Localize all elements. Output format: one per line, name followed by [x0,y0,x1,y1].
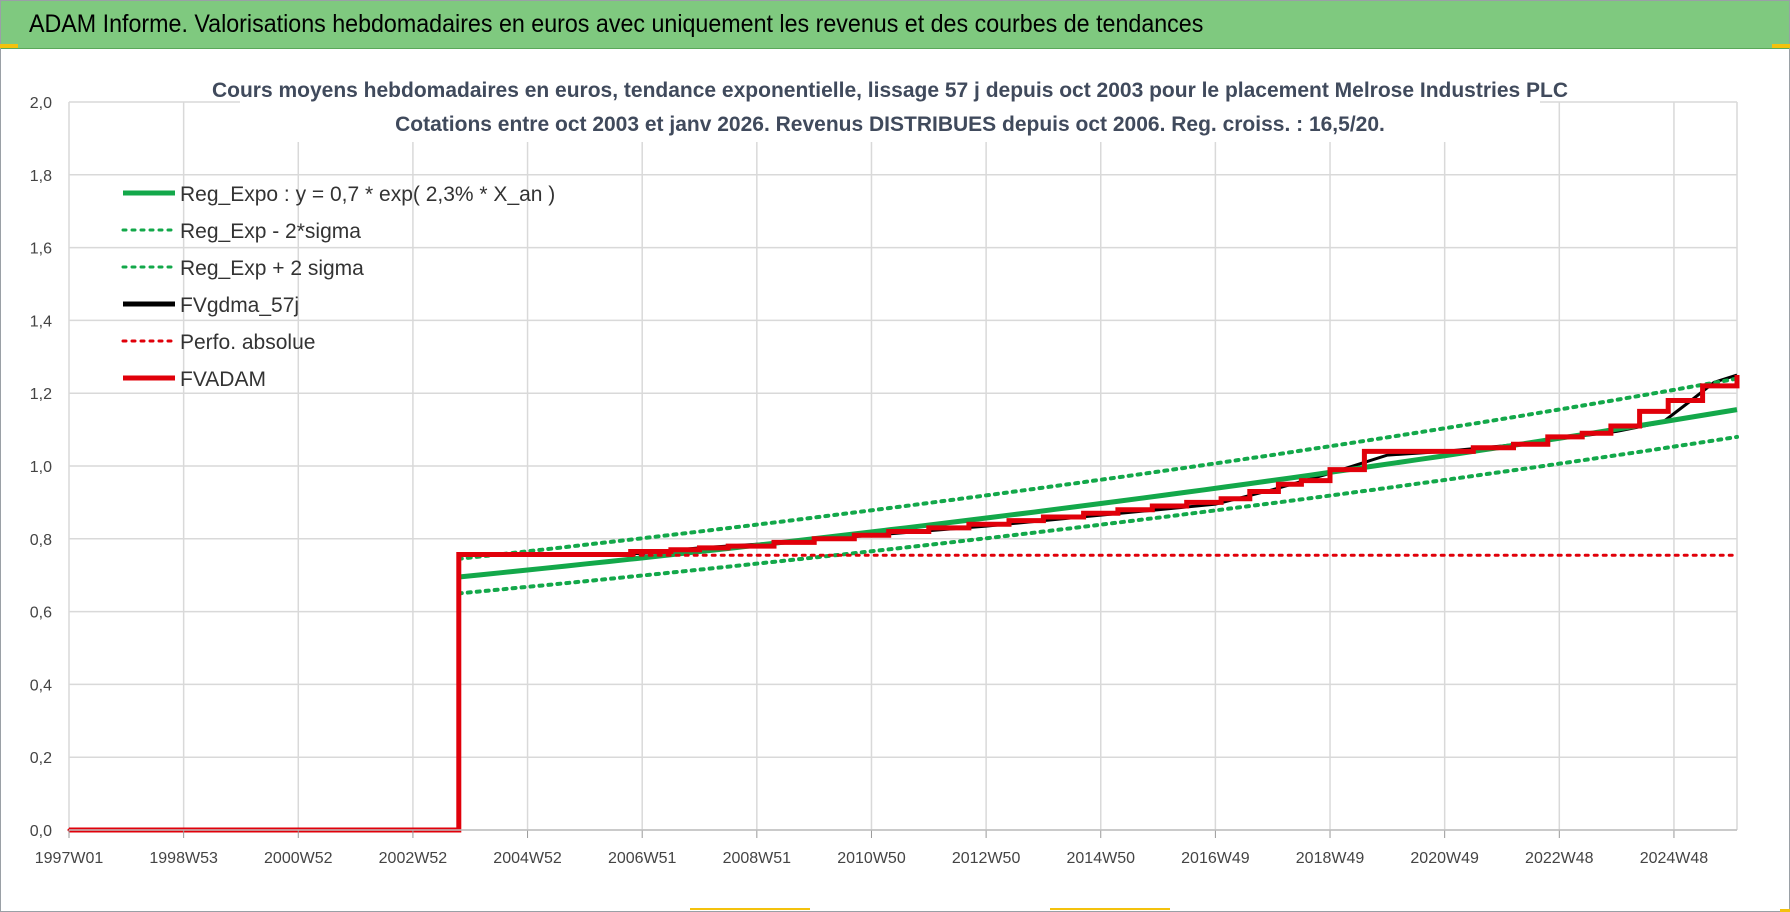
legend-label: FVgdma_57j [180,294,299,317]
x-tick-label: 2014W50 [1067,850,1136,867]
legend-label: Perfo. absolue [180,331,315,354]
x-tick-label: 2008W51 [723,850,792,867]
x-tick-label: 2016W49 [1181,850,1250,867]
y-tick-label: 0,2 [30,750,52,767]
x-tick-label: 2010W50 [837,850,906,867]
corner-marker-left [0,44,18,48]
banner-title: ADAM Informe. Valorisations hebdomadaire… [29,10,1204,38]
y-tick-label: 1,0 [30,459,52,476]
legend-label: FVADAM [180,368,266,391]
series-line-3 [69,373,1738,832]
y-tick-label: 2,0 [30,95,52,112]
chart-title-line-1: Cours moyens hebdomadaires en euros, ten… [212,79,1568,102]
x-tick-label: 1997W01 [35,850,104,867]
title-background [240,72,1540,142]
legend-label: Reg_Exp + 2 sigma [180,257,364,280]
series-line-5 [69,375,1740,833]
grid [68,101,1738,831]
x-tick-label: 2006W51 [608,850,677,867]
series-layer [67,373,1740,833]
legend-label: Reg_Exp - 2*sigma [180,220,361,243]
y-tick-label: 1,8 [30,168,52,185]
legend: Reg_Expo : y = 0,7 * exp( 2,3% * X_an ) R… [121,183,555,391]
x-tick-label: 2002W52 [379,850,448,867]
y-tick-label: 1,4 [30,313,52,330]
selection-marker-1 [690,908,810,910]
y-tick-label: 1,6 [30,241,52,258]
corner-marker-right [1772,44,1790,48]
x-tick-label: 2004W52 [493,850,562,867]
series-line-2 [456,376,1739,561]
x-tick-label: 2022W48 [1525,850,1594,867]
selection-marker-2 [1050,908,1170,910]
axes: 0,0 0,2 0,4 0,6 0,8 1,0 1,2 1,4 1,6 1,8 2,0 1997W01… [30,95,1737,867]
y-tick-label: 0,4 [30,677,52,694]
y-tick-label: 1,2 [30,386,52,403]
x-tick-label: 2020W49 [1410,850,1479,867]
y-tick-label: 0,6 [30,605,52,622]
x-tick-label: 1998W53 [149,850,218,867]
series-line-4 [67,553,1739,832]
corner-marker-bottom-right [1780,909,1790,912]
y-tick-label: 0,0 [30,823,52,840]
x-tick-label: 2018W49 [1296,850,1365,867]
header-banner: ADAM Informe. Valorisations hebdomadaire… [1,1,1789,49]
x-tick-label: 2024W48 [1640,850,1709,867]
series-line-1 [456,434,1739,596]
chart-title-line-2: Cotations entre oct 2003 et janv 2026. R… [395,113,1385,136]
y-tick-label: 0,8 [30,532,52,549]
chart-title: Cours moyens hebdomadaires en euros, ten… [212,72,1568,142]
x-tick-label: 2012W50 [952,850,1021,867]
legend-label: Reg_Expo : y = 0,7 * exp( 2,3% * X_an ) [180,183,555,206]
x-tick-label: 2000W52 [264,850,333,867]
